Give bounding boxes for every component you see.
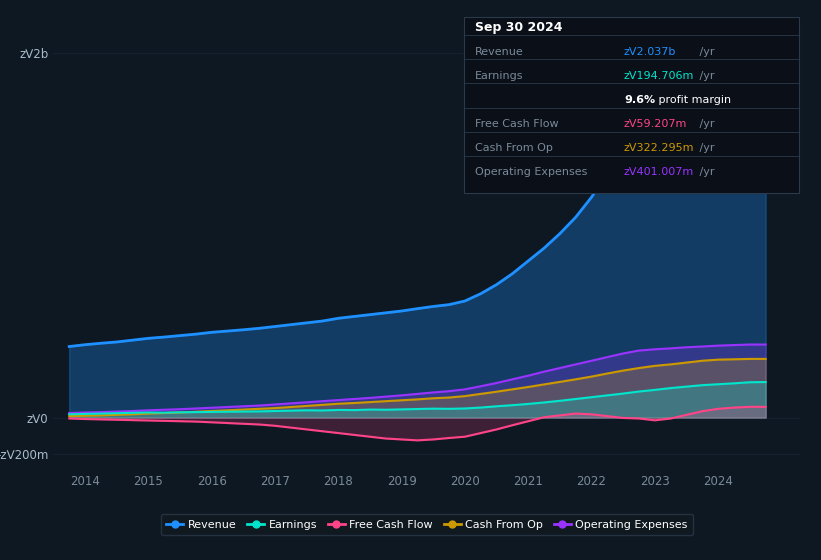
Text: profit margin: profit margin <box>655 95 732 105</box>
Text: zᐯ59.207m: zᐯ59.207m <box>624 119 687 129</box>
Text: Operating Expenses: Operating Expenses <box>475 167 587 178</box>
Text: zᐯ194.706m: zᐯ194.706m <box>624 71 695 81</box>
Text: /yr: /yr <box>696 47 715 57</box>
Text: 9.6%: 9.6% <box>624 95 655 105</box>
Text: /yr: /yr <box>696 119 715 129</box>
Text: zᐯ401.007m: zᐯ401.007m <box>624 167 695 178</box>
Text: zᐯ2.037b: zᐯ2.037b <box>624 47 677 57</box>
Text: Revenue: Revenue <box>475 47 523 57</box>
Text: /yr: /yr <box>696 143 715 153</box>
Text: Free Cash Flow: Free Cash Flow <box>475 119 558 129</box>
Text: zᐯ322.295m: zᐯ322.295m <box>624 143 695 153</box>
Text: /yr: /yr <box>696 71 715 81</box>
Text: Cash From Op: Cash From Op <box>475 143 553 153</box>
Text: Sep 30 2024: Sep 30 2024 <box>475 21 562 34</box>
Legend: Revenue, Earnings, Free Cash Flow, Cash From Op, Operating Expenses: Revenue, Earnings, Free Cash Flow, Cash … <box>161 514 693 535</box>
Text: /yr: /yr <box>696 167 715 178</box>
Text: Earnings: Earnings <box>475 71 523 81</box>
